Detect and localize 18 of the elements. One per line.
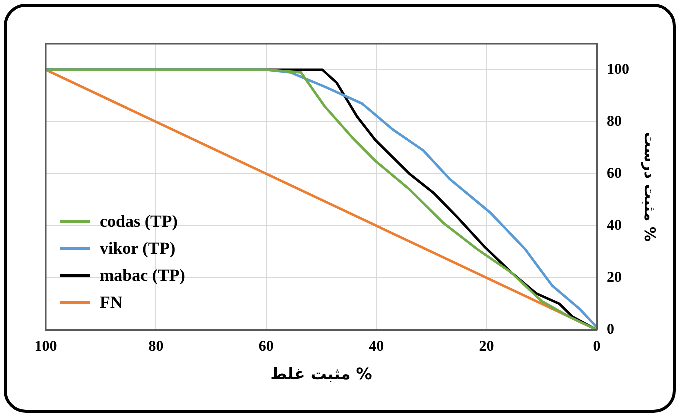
- x-tick-label: 80: [148, 338, 164, 355]
- legend-label: vikor (TP): [100, 238, 176, 258]
- legend-label: codas (TP): [100, 212, 178, 232]
- x-tick-label: 0: [593, 338, 601, 355]
- x-tick-label: 60: [258, 338, 274, 355]
- y-axis-title: مثبت درست %: [641, 132, 660, 242]
- y-tick-label: 20: [607, 270, 622, 286]
- x-tick-label: 20: [479, 338, 494, 355]
- x-axis-title: مثبت غلط %: [270, 364, 372, 384]
- y-tick-label: 40: [607, 218, 622, 234]
- y-tick-label: 0: [607, 322, 614, 338]
- x-tick-label: 40: [369, 338, 384, 355]
- y-tick-label: 60: [607, 166, 622, 182]
- y-tick-label: 80: [607, 114, 622, 130]
- legend-label: FN: [100, 292, 123, 312]
- legend-label: mabac (TP): [100, 266, 186, 286]
- x-tick-label: 100: [34, 338, 58, 355]
- y-tick-label: 100: [607, 62, 630, 78]
